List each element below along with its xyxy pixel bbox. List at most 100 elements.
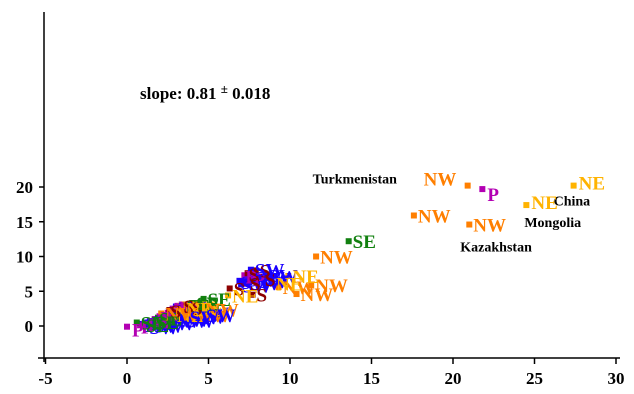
point-region-label: SW — [190, 308, 220, 329]
x-tick-label: 0 — [123, 369, 132, 388]
point-region-label: NW — [320, 248, 353, 269]
data-point-sw — [254, 277, 261, 284]
data-point-sw — [182, 313, 189, 320]
point-region-label: NE — [276, 275, 302, 296]
point-region-label: NW — [188, 301, 221, 322]
data-point-s — [252, 267, 259, 274]
data-point-s — [242, 280, 249, 287]
point-region-label: SE — [353, 232, 376, 253]
data-point-se — [189, 300, 196, 307]
data-point-p — [137, 322, 144, 329]
point-region-label: P — [190, 302, 202, 323]
data-point-s — [249, 291, 256, 298]
data-point-p — [124, 323, 130, 330]
point-region-label: SW — [162, 310, 192, 331]
point-region-label: SW — [192, 305, 222, 326]
x-tick-label: 30 — [608, 369, 625, 388]
data-point-sw — [264, 271, 271, 278]
data-point-p — [174, 302, 181, 309]
data-point-sw — [242, 275, 249, 282]
point-region-label: P — [156, 311, 168, 332]
y-axis-ticks: 0 5 10 15 20 — [16, 178, 44, 336]
point-region-label: SW — [206, 306, 236, 327]
data-point-se — [133, 319, 140, 326]
point-region-label: NW — [418, 206, 451, 227]
point-region-label: S — [265, 270, 276, 291]
x-tick-label: 15 — [363, 369, 380, 388]
data-point-nw — [194, 311, 201, 318]
point-region-label: P — [179, 298, 191, 319]
data-point-s — [244, 270, 251, 277]
point-region-label: SE — [196, 294, 219, 315]
data-point-p — [479, 186, 486, 193]
data-point-nw — [313, 253, 320, 260]
point-region-label: SW — [149, 318, 179, 339]
point-region-label: S — [249, 265, 260, 286]
point-region-label: SW — [200, 304, 230, 325]
data-point-p — [241, 272, 248, 279]
point-region-label: P — [148, 315, 160, 336]
data-point-sw — [236, 277, 243, 284]
data-point-sw — [166, 316, 173, 323]
x-tick-label: 5 — [204, 369, 213, 388]
data-point-se — [192, 300, 199, 307]
y-tick-label: 20 — [16, 178, 33, 197]
point-region-label: SE — [141, 314, 164, 335]
point-region-label: SE — [159, 310, 182, 331]
x-tick-label: 20 — [445, 369, 462, 388]
point-region-label: SE — [146, 316, 169, 337]
point-region-label: SW — [268, 267, 298, 288]
y-tick-label: 15 — [16, 213, 33, 232]
data-point-se — [200, 295, 207, 302]
data-point-s — [226, 285, 233, 292]
x-tick-label: -5 — [38, 369, 52, 388]
point-region-label: SW — [175, 307, 205, 328]
point-region-label: SW — [170, 312, 200, 333]
x-axis-ticks: -5 0 5 10 15 20 25 30 — [38, 358, 625, 388]
data-point-nw — [464, 182, 471, 189]
point-region-label: P — [141, 317, 153, 338]
data-point-se — [148, 318, 155, 325]
point-region-label: SW — [185, 312, 215, 333]
point-region-label: SW — [177, 299, 207, 320]
data-point-ne — [269, 280, 276, 287]
point-region-label: NW — [182, 298, 215, 319]
data-point-s — [179, 302, 186, 309]
x-tick-label: 25 — [526, 369, 543, 388]
data-point-sw — [257, 274, 264, 281]
point-region-label: S — [260, 261, 271, 282]
y-tick-label: 10 — [16, 248, 33, 267]
point-region-label: P — [164, 312, 176, 333]
data-point-nw — [190, 309, 197, 316]
data-point-nw — [308, 281, 315, 288]
point-region-label: NW — [473, 216, 506, 237]
data-point-s — [187, 304, 194, 311]
point-region-label: S — [234, 279, 245, 300]
point-region-label: NE — [186, 300, 212, 321]
point-region-label: NW — [301, 285, 334, 306]
data-point-nw — [158, 310, 165, 317]
point-region-label: SW — [255, 261, 285, 282]
country-label: Kazakhstan — [460, 241, 532, 256]
point-region-label: SW — [255, 269, 285, 290]
point-region-label: NW — [283, 278, 316, 299]
point-region-label: SW — [242, 276, 272, 297]
point-region-label: NE — [177, 306, 203, 327]
data-point-se — [182, 301, 189, 308]
data-point-p — [151, 316, 158, 323]
data-point-s — [166, 307, 173, 314]
point-region-label: NW — [206, 300, 239, 321]
country-label: China — [554, 195, 591, 210]
point-region-label: S — [192, 299, 203, 320]
data-point-sw — [187, 310, 194, 317]
point-region-label: SW — [196, 308, 226, 329]
data-point-nw — [171, 307, 178, 314]
point-region-label: SE — [155, 313, 178, 334]
point-region-label: SW — [172, 304, 202, 325]
point-region-label: NE — [531, 193, 557, 214]
data-point-nw — [410, 212, 417, 219]
point-region-label: SW — [188, 303, 218, 324]
data-point-ne — [172, 311, 179, 318]
point-region-label: P — [183, 303, 195, 324]
point-region-label: SW — [146, 315, 176, 336]
